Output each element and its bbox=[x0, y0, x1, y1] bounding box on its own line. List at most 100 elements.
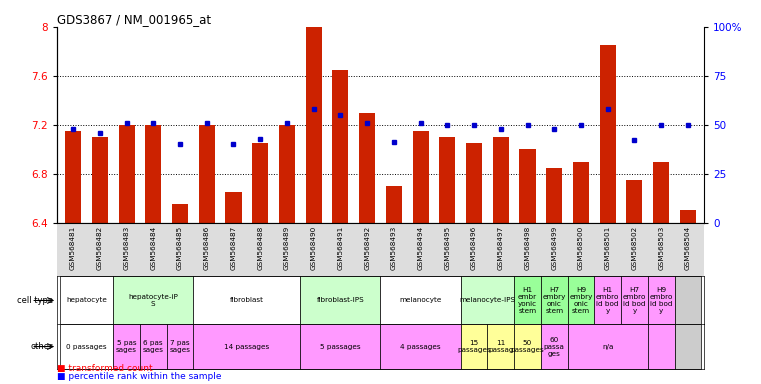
Text: 4 passages: 4 passages bbox=[400, 344, 441, 349]
Bar bbox=[600, 45, 616, 223]
Text: GSM568481: GSM568481 bbox=[70, 225, 76, 270]
Bar bbox=[145, 125, 161, 223]
Text: 60
passa
ges: 60 passa ges bbox=[544, 336, 565, 357]
Text: 50
passages: 50 passages bbox=[511, 340, 544, 353]
Bar bbox=[514, 324, 541, 369]
Bar bbox=[546, 168, 562, 223]
Bar bbox=[113, 276, 193, 324]
Text: GSM568490: GSM568490 bbox=[310, 225, 317, 270]
Bar bbox=[113, 324, 140, 369]
Text: GSM568488: GSM568488 bbox=[257, 225, 263, 270]
Text: hepatocyte: hepatocyte bbox=[66, 298, 107, 303]
Bar bbox=[279, 125, 295, 223]
Text: H9
embro
id bod
y: H9 embro id bod y bbox=[649, 287, 673, 314]
Bar bbox=[626, 180, 642, 223]
Text: melanocyte-IPS: melanocyte-IPS bbox=[460, 298, 515, 303]
Text: GSM568495: GSM568495 bbox=[444, 225, 451, 270]
Bar bbox=[306, 27, 322, 223]
Text: GSM568482: GSM568482 bbox=[97, 225, 103, 270]
Text: H1
embro
id bod
y: H1 embro id bod y bbox=[596, 287, 619, 314]
Text: GSM568489: GSM568489 bbox=[284, 225, 290, 270]
Bar bbox=[541, 324, 568, 369]
Bar bbox=[172, 204, 188, 223]
Bar bbox=[119, 125, 135, 223]
Bar bbox=[520, 149, 536, 223]
Bar bbox=[167, 324, 193, 369]
Bar bbox=[568, 276, 594, 324]
Text: 15
passages: 15 passages bbox=[457, 340, 491, 353]
Bar bbox=[439, 137, 455, 223]
Text: 6 pas
sages: 6 pas sages bbox=[143, 340, 164, 353]
Text: 0 passages: 0 passages bbox=[66, 344, 107, 349]
Text: melanocyte: melanocyte bbox=[400, 298, 442, 303]
Text: GSM568496: GSM568496 bbox=[471, 225, 477, 270]
Text: GSM568494: GSM568494 bbox=[418, 225, 424, 270]
Text: GSM568502: GSM568502 bbox=[632, 225, 638, 270]
Text: GSM568486: GSM568486 bbox=[204, 225, 210, 270]
Text: GSM568492: GSM568492 bbox=[364, 225, 370, 270]
Bar bbox=[359, 113, 375, 223]
Text: GSM568497: GSM568497 bbox=[498, 225, 504, 270]
Bar bbox=[252, 143, 268, 223]
Bar bbox=[301, 276, 380, 324]
Text: GSM568485: GSM568485 bbox=[177, 225, 183, 270]
Text: hepatocyte-iP
S: hepatocyte-iP S bbox=[129, 294, 178, 307]
Bar bbox=[541, 276, 568, 324]
Bar bbox=[573, 162, 589, 223]
Bar bbox=[674, 324, 701, 369]
Text: other: other bbox=[30, 342, 53, 351]
Text: GDS3867 / NM_001965_at: GDS3867 / NM_001965_at bbox=[57, 13, 212, 26]
Bar bbox=[514, 276, 541, 324]
Text: GSM568493: GSM568493 bbox=[391, 225, 397, 270]
Bar bbox=[466, 143, 482, 223]
Text: cell type: cell type bbox=[18, 296, 53, 305]
Bar bbox=[65, 131, 81, 223]
Bar bbox=[648, 324, 674, 369]
Text: GSM568499: GSM568499 bbox=[551, 225, 557, 270]
Bar bbox=[140, 324, 167, 369]
Bar bbox=[493, 137, 509, 223]
Text: H9
embry
onic
stem: H9 embry onic stem bbox=[569, 287, 593, 314]
Text: H7
embry
onic
stem: H7 embry onic stem bbox=[543, 287, 566, 314]
Bar bbox=[680, 210, 696, 223]
Bar bbox=[193, 324, 301, 369]
Bar bbox=[674, 276, 701, 324]
Bar bbox=[386, 186, 402, 223]
Text: 5 pas
sages: 5 pas sages bbox=[116, 340, 137, 353]
Bar bbox=[333, 70, 349, 223]
Text: GSM568484: GSM568484 bbox=[151, 225, 156, 270]
Bar bbox=[92, 137, 108, 223]
Bar bbox=[60, 276, 113, 324]
Bar bbox=[621, 276, 648, 324]
Bar bbox=[225, 192, 241, 223]
Bar bbox=[380, 324, 460, 369]
Bar bbox=[460, 324, 487, 369]
Text: 11
passag: 11 passag bbox=[488, 340, 514, 353]
Text: GSM568500: GSM568500 bbox=[578, 225, 584, 270]
Text: ■ transformed count: ■ transformed count bbox=[57, 364, 153, 373]
Text: ■ percentile rank within the sample: ■ percentile rank within the sample bbox=[57, 372, 221, 381]
Text: n/a: n/a bbox=[602, 344, 613, 349]
Bar bbox=[193, 276, 301, 324]
Text: GSM568504: GSM568504 bbox=[685, 225, 691, 270]
Text: 5 passages: 5 passages bbox=[320, 344, 361, 349]
Text: GSM568498: GSM568498 bbox=[524, 225, 530, 270]
Bar bbox=[301, 324, 380, 369]
Text: GSM568491: GSM568491 bbox=[337, 225, 343, 270]
Text: 14 passages: 14 passages bbox=[224, 344, 269, 349]
Bar bbox=[487, 324, 514, 369]
Bar bbox=[653, 162, 669, 223]
Text: GSM568501: GSM568501 bbox=[605, 225, 610, 270]
Text: H1
embr
yonic
stem: H1 embr yonic stem bbox=[518, 287, 537, 314]
Text: 7 pas
sages: 7 pas sages bbox=[170, 340, 190, 353]
Text: GSM568483: GSM568483 bbox=[123, 225, 129, 270]
Text: fibroblast: fibroblast bbox=[230, 298, 264, 303]
Bar bbox=[199, 125, 215, 223]
Bar bbox=[568, 324, 648, 369]
Bar bbox=[648, 276, 674, 324]
Text: GSM568503: GSM568503 bbox=[658, 225, 664, 270]
Bar bbox=[60, 324, 113, 369]
Bar bbox=[460, 276, 514, 324]
Bar bbox=[412, 131, 428, 223]
Text: fibroblast-IPS: fibroblast-IPS bbox=[317, 298, 365, 303]
